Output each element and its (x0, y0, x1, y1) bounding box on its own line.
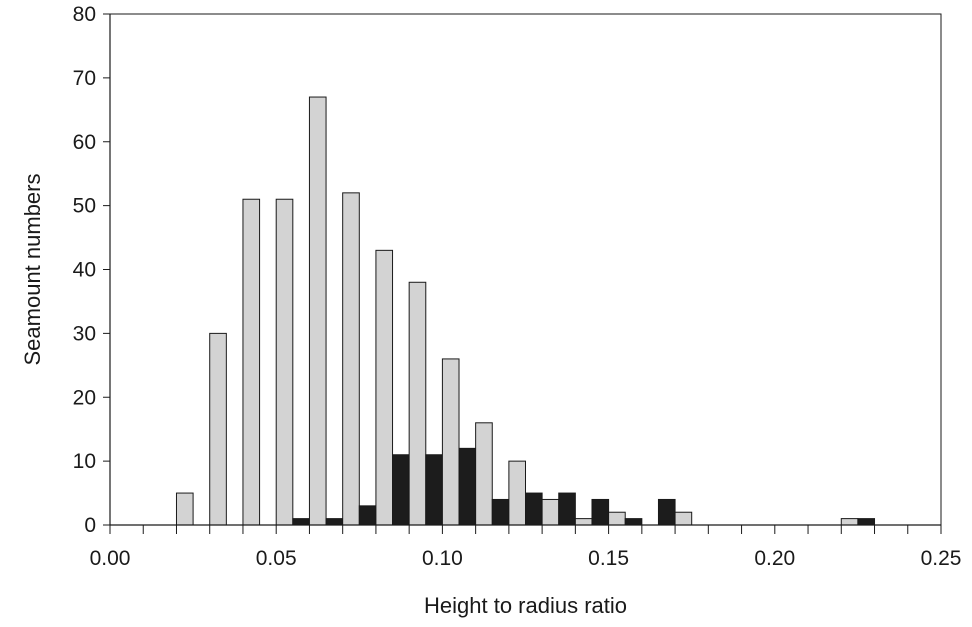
x-tick-label: 0.10 (422, 547, 463, 570)
x-tick-label: 0.25 (921, 547, 962, 570)
y-tick-label: 30 (73, 322, 96, 345)
bar-s1-11 (541, 498, 560, 526)
bar-s1-8 (441, 358, 460, 526)
y-tick-label: 10 (73, 450, 96, 473)
bar-s2-14 (657, 498, 676, 526)
x-tick-label: 0.20 (754, 547, 795, 570)
bars (175, 96, 876, 526)
bar-s2-7 (425, 454, 443, 526)
bar-s1-20 (840, 518, 859, 526)
bar-s2-9 (491, 498, 510, 526)
x-axis-title: Height to radius ratio (424, 593, 627, 618)
y-tick-label: 60 (73, 131, 96, 154)
bar-s2-4 (325, 518, 344, 526)
ticks: 0 10 20 30 40 50 60 70 80 0.00 0.05 0.10 0.15 0.20 0.2… (73, 3, 962, 570)
axes (109, 14, 941, 526)
y-tick-label: 70 (73, 67, 96, 90)
bar-s1-1 (209, 332, 227, 526)
bar-s1-7 (408, 281, 427, 526)
bar-s1-3 (275, 198, 294, 526)
y-tick-label: 0 (84, 514, 96, 537)
bar-s2-3 (292, 518, 310, 526)
bar-s1-15 (674, 511, 693, 526)
bar-s2-11 (558, 492, 576, 526)
bar-s2-12 (591, 498, 610, 526)
bar-s2-20 (857, 518, 876, 526)
bar-s1-13 (608, 511, 626, 526)
bar-s1-5 (342, 192, 360, 526)
bar-s2-5 (358, 505, 377, 526)
plot-area (109, 13, 942, 526)
bar-s1-4 (308, 96, 327, 526)
bar-s1-2 (242, 198, 261, 526)
y-axis-title: Seamount numbers (20, 174, 45, 366)
bar-s2-10 (525, 492, 543, 526)
bar-s1-12 (574, 518, 593, 526)
bar-s1-0 (175, 492, 194, 526)
x-tick-label: 0.05 (256, 547, 297, 570)
y-tick-label: 50 (73, 195, 96, 218)
bar-s2-6 (392, 454, 410, 526)
bar-s1-6 (375, 249, 394, 526)
bar-s2-8 (458, 447, 477, 526)
plot-frame (109, 13, 942, 526)
y-tick-label: 80 (73, 3, 96, 26)
x-tick-label: 0.15 (588, 547, 629, 570)
y-tick-label: 40 (73, 259, 96, 282)
x-tick-label: 0.00 (90, 547, 131, 570)
bar-s1-9 (475, 422, 493, 526)
bar-s1-10 (508, 460, 527, 526)
bar-s2-13 (624, 518, 643, 526)
y-tick-label: 20 (73, 386, 96, 409)
